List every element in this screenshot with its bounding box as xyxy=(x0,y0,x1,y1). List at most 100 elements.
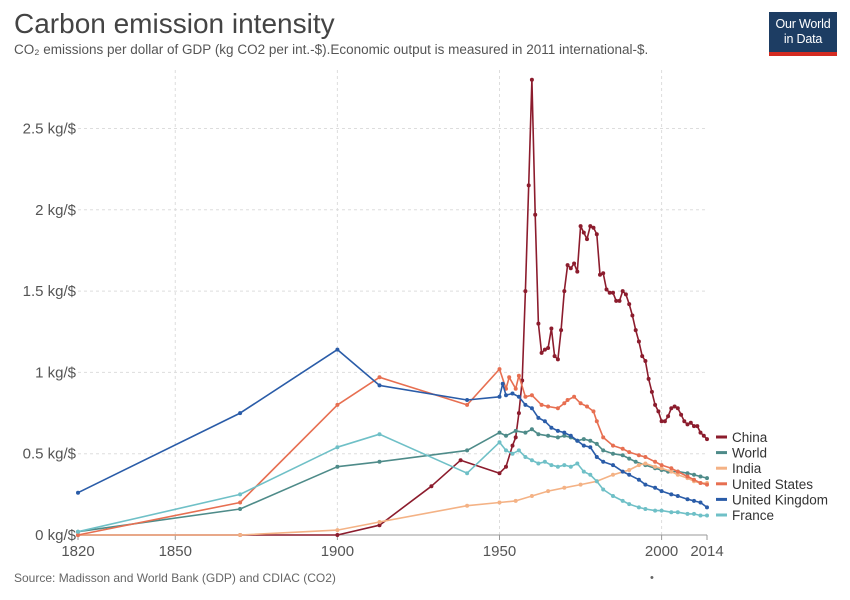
data-point xyxy=(335,464,340,469)
data-point xyxy=(620,446,625,451)
x-tick-label: 1950 xyxy=(483,543,516,560)
data-point xyxy=(377,383,382,388)
data-point xyxy=(585,237,589,242)
data-point xyxy=(633,328,638,333)
data-point xyxy=(692,472,696,477)
data-point xyxy=(516,448,521,453)
data-point xyxy=(617,298,622,303)
data-point xyxy=(653,459,658,464)
data-point xyxy=(581,230,586,235)
data-point xyxy=(601,459,606,464)
data-point xyxy=(549,463,554,468)
y-tick-label: 0 kg/$ xyxy=(35,527,77,544)
chart-title: Carbon emission intensity xyxy=(14,8,335,39)
data-point xyxy=(688,420,693,425)
data-point xyxy=(598,272,602,277)
data-point xyxy=(335,347,340,352)
data-point xyxy=(653,485,658,490)
data-point xyxy=(529,458,534,463)
data-point xyxy=(497,430,502,435)
data-point xyxy=(591,409,596,414)
data-point xyxy=(705,476,709,481)
y-tick-label: 2.5 kg/$ xyxy=(23,121,77,138)
data-point xyxy=(529,427,534,432)
data-point xyxy=(601,448,606,453)
data-point xyxy=(594,419,599,424)
data-point xyxy=(523,430,528,435)
data-point xyxy=(685,422,690,427)
data-point xyxy=(335,445,340,450)
legend-label: United States xyxy=(732,477,813,492)
data-point xyxy=(575,269,580,274)
data-point xyxy=(588,445,593,450)
data-point xyxy=(497,367,502,372)
owid-logo[interactable]: Our World in Data xyxy=(769,12,837,56)
data-point xyxy=(526,183,531,188)
data-point xyxy=(542,419,547,424)
data-point xyxy=(611,472,615,477)
data-point xyxy=(701,433,706,438)
data-point xyxy=(630,313,635,318)
data-point xyxy=(611,494,615,498)
data-point xyxy=(555,428,560,433)
data-point xyxy=(377,432,382,437)
data-point xyxy=(536,415,541,420)
data-point xyxy=(705,437,709,442)
data-point xyxy=(604,287,609,292)
series-united-states xyxy=(76,367,709,537)
data-point xyxy=(692,477,696,482)
data-point xyxy=(581,443,586,448)
data-point xyxy=(565,263,570,268)
data-point xyxy=(636,339,641,344)
logo-line-1: Our World xyxy=(775,17,831,31)
data-point xyxy=(640,354,645,359)
data-point xyxy=(572,261,577,266)
data-point xyxy=(698,481,703,485)
data-point xyxy=(611,443,615,448)
x-tick-label: 1850 xyxy=(159,543,192,560)
data-point xyxy=(698,430,703,435)
data-point xyxy=(659,489,664,494)
data-point xyxy=(465,503,470,508)
data-point xyxy=(513,428,518,433)
data-point xyxy=(497,394,502,399)
data-point xyxy=(611,463,615,468)
data-point xyxy=(611,451,615,456)
data-point xyxy=(513,498,518,503)
data-point xyxy=(685,471,690,476)
data-point xyxy=(504,393,508,398)
data-point xyxy=(76,533,80,537)
data-point xyxy=(685,474,690,479)
data-point xyxy=(581,469,586,474)
data-point xyxy=(588,224,593,229)
data-point xyxy=(507,375,512,380)
data-point xyxy=(636,477,641,482)
data-point xyxy=(568,433,573,438)
data-point xyxy=(523,455,528,459)
data-point xyxy=(633,459,638,464)
data-point xyxy=(620,289,625,294)
data-point xyxy=(465,398,470,402)
data-point xyxy=(523,402,528,407)
data-point xyxy=(692,511,696,516)
data-point xyxy=(669,466,674,471)
legend-label: India xyxy=(732,461,762,476)
logo-line-2: in Data xyxy=(783,32,823,46)
data-point xyxy=(643,482,648,487)
grid-lines xyxy=(78,70,707,535)
data-point xyxy=(581,437,586,442)
data-point xyxy=(705,482,709,487)
data-point xyxy=(76,529,80,534)
data-point xyxy=(513,386,518,391)
data-point xyxy=(513,435,518,440)
data-point xyxy=(620,469,625,474)
data-point xyxy=(546,433,551,438)
data-point xyxy=(662,419,667,424)
data-point xyxy=(504,448,508,453)
data-point xyxy=(238,533,243,537)
data-point xyxy=(594,479,599,484)
data-point xyxy=(465,471,470,476)
data-point xyxy=(649,389,654,394)
data-point xyxy=(591,225,596,230)
